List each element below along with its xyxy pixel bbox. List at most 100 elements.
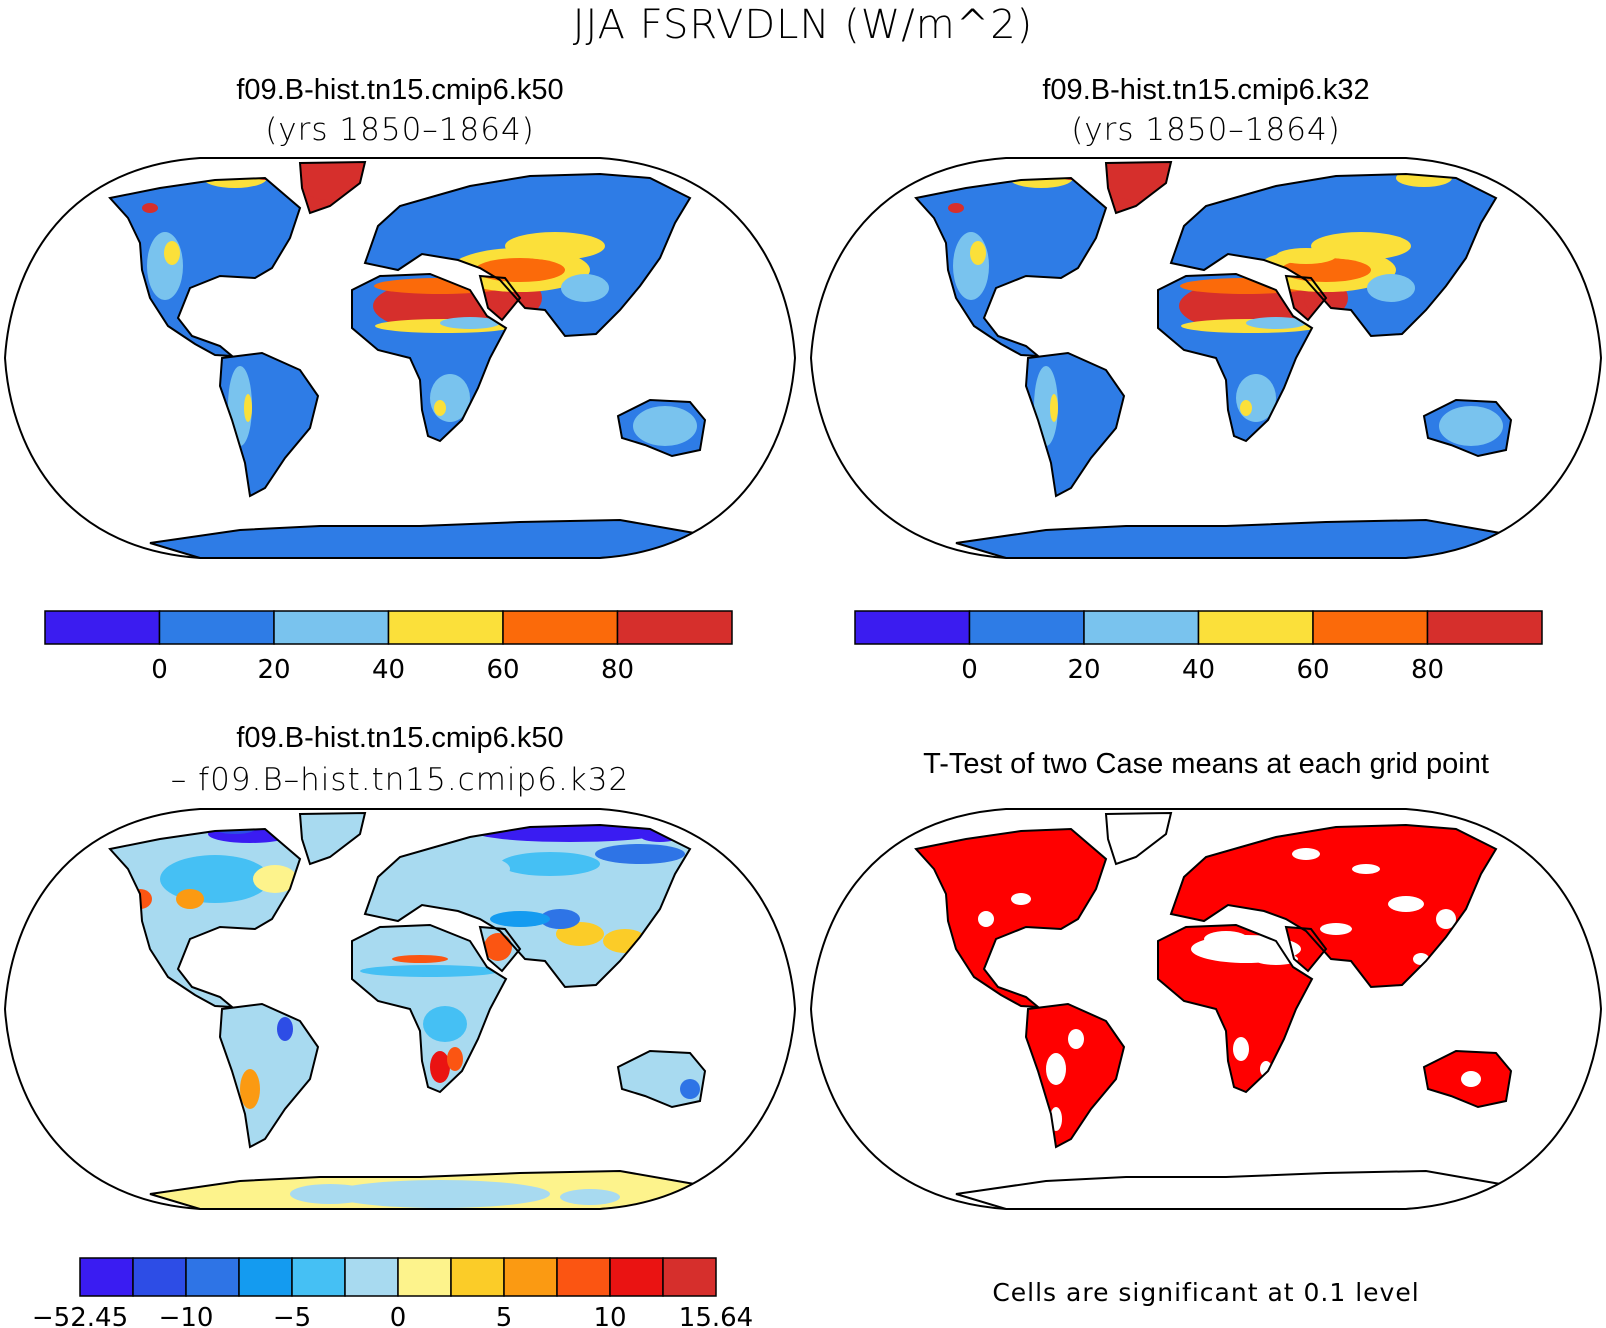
panel3-colorbar-swatch <box>556 1257 611 1297</box>
panel3-colorbar-tick-label: −5 <box>273 1303 311 1328</box>
panel2-field-patch <box>1101 162 1171 200</box>
panel4-field-patch <box>1260 1061 1272 1077</box>
panel2-field-patch <box>1050 394 1058 422</box>
panel1-coastline-antarctica <box>149 518 734 558</box>
panel1-field-patch <box>561 274 609 302</box>
panel2-map-frame <box>809 157 1603 559</box>
panel4-field-patch <box>1388 896 1424 912</box>
panel1-field-patch <box>475 258 565 282</box>
panel3-field-patch <box>500 852 600 876</box>
panel3-colorbar-tick-label: 10 <box>593 1303 626 1328</box>
panel4-field-patch <box>1233 1037 1249 1061</box>
panel3-subtitle: – f09.B–hist.tn15.cmip6.k32 <box>170 762 630 798</box>
panel1-colorbar-swatch <box>616 610 733 645</box>
panel3-coastline-africa <box>351 923 508 1094</box>
panel4-land-africa <box>1158 925 1312 1092</box>
panel1-coastline-samerica <box>218 351 320 498</box>
panel3-field-patch <box>176 889 204 909</box>
panel3-colorbar-tick-label: −52.45 <box>32 1303 128 1328</box>
panel3-colorbar-swatch <box>132 1257 187 1297</box>
panel4-map <box>809 808 1603 1210</box>
panel3-colorbar-swatch <box>291 1257 346 1297</box>
panel3-field-patch <box>595 844 685 864</box>
panel2-colorbar-swatch <box>1197 610 1314 645</box>
panel3-coastline-greenland <box>298 811 367 866</box>
panel1-coastline-namerica <box>108 176 302 358</box>
panel2-colorbar-tick-label: 80 <box>1411 655 1444 685</box>
panel3-map-frame <box>3 808 797 1210</box>
panel4-field-patch <box>1046 1053 1066 1085</box>
panel4-coastline-namerica <box>914 827 1108 1009</box>
panel3-field-patch <box>560 1189 620 1205</box>
panel3-field-patch <box>603 929 647 953</box>
panel1-colorbar: 0 20 40 60 80 <box>44 610 733 685</box>
panel4-map-frame <box>809 808 1603 1210</box>
panel2-field-patch <box>1263 171 1299 181</box>
panel1-colorbar-swatch <box>502 610 619 645</box>
panel1-colorbar-tick-label: 60 <box>486 655 519 685</box>
panel1-coastline-australia <box>616 398 707 458</box>
panel2-land-namerica <box>916 178 1106 356</box>
panel3-field-patch <box>184 947 216 971</box>
panel3-coastline-eurasia <box>363 823 692 989</box>
panel2-colorbar-swatch <box>1312 610 1429 645</box>
panel1-field-patch <box>505 232 605 260</box>
panel3-colorbar: −52.45 −10 −5 0 5 10 15.64 <box>32 1257 753 1328</box>
panel2-colorbar: 0 20 40 60 80 <box>854 610 1543 685</box>
panel4-field-patch <box>1320 923 1352 935</box>
panel1-field-patch <box>434 400 446 416</box>
panel2-colorbar-tick-label: 20 <box>1067 655 1100 685</box>
panel1-field-patch <box>142 203 158 213</box>
panel3-coastline-arabia <box>478 925 522 973</box>
panel1-coastline-eurasia <box>363 172 692 338</box>
panel2-field-patch <box>1246 317 1306 329</box>
panel1-colorbar-tick-label: 0 <box>151 655 168 685</box>
panel3-field-patch <box>484 933 512 961</box>
panel4-coastline-antarctica <box>955 1169 1540 1209</box>
panel3-field-patch <box>290 1184 370 1204</box>
panel3-field-patch <box>447 1047 463 1071</box>
panel4-land-eurasia <box>1171 825 1496 987</box>
panel3-field-patch <box>423 1006 467 1042</box>
panel1-subtitle: (yrs 1850–1864) <box>265 112 535 148</box>
panel1-title: f09.B-hist.tn15.cmip6.k50 <box>236 74 564 106</box>
panel4-coastline-greenland <box>1104 811 1173 866</box>
panel2-field-patch <box>948 203 964 213</box>
panel2-colorbar-swatch <box>968 610 1085 645</box>
panel3-field-patch <box>243 1009 287 1059</box>
panel1-field-patch <box>457 171 493 181</box>
panel3-land-greenland <box>300 813 365 864</box>
panel2-coastline-africa <box>1157 272 1314 443</box>
panel2-field-patch <box>1311 232 1411 260</box>
panel1-field-patch <box>633 406 697 446</box>
panel2-coastline-eurasia <box>1169 172 1498 338</box>
panel3-map <box>3 808 797 1210</box>
panel4-field-patch <box>1204 931 1248 947</box>
panel3-field-patch <box>277 1017 293 1041</box>
significance-footnote: Cells are significant at 0.1 level <box>992 1278 1420 1307</box>
panel3-field-patch <box>627 1056 683 1092</box>
panel2-colorbar-tick-label: 0 <box>961 655 978 685</box>
panel3-field-patch <box>365 937 485 961</box>
panel4-land-namerica <box>916 829 1106 1007</box>
panel1-field-patch <box>147 232 183 300</box>
panel3-field-patch <box>330 1180 550 1208</box>
panel1-colorbar-tick-label: 40 <box>372 655 405 685</box>
panel4-land-greenland <box>1106 813 1171 864</box>
panel4-coastline-australia <box>1422 1049 1513 1109</box>
panel3-field-patch <box>360 965 500 977</box>
panel2-field-patch <box>1276 248 1336 264</box>
panel3-field-patch <box>430 1051 450 1083</box>
panel4-field-patch <box>978 911 994 927</box>
panel1-colorbar-swatch <box>387 610 504 645</box>
panel4-coastline-arabia <box>1284 925 1328 973</box>
panel3-colorbar-swatch <box>450 1257 505 1297</box>
panel4-field-patch <box>1352 864 1380 874</box>
panel3-colorbar-tick-label: 5 <box>496 1303 513 1328</box>
panel2-colorbar-tick-label: 60 <box>1296 655 1329 685</box>
panel3-colorbar-swatch <box>397 1257 452 1297</box>
panel3-field-patch <box>253 865 297 893</box>
panel2-colorbar-swatch <box>1083 610 1200 645</box>
panel2-title: f09.B-hist.tn15.cmip6.k32 <box>1042 74 1370 106</box>
panel3-colorbar-swatch <box>185 1257 240 1297</box>
